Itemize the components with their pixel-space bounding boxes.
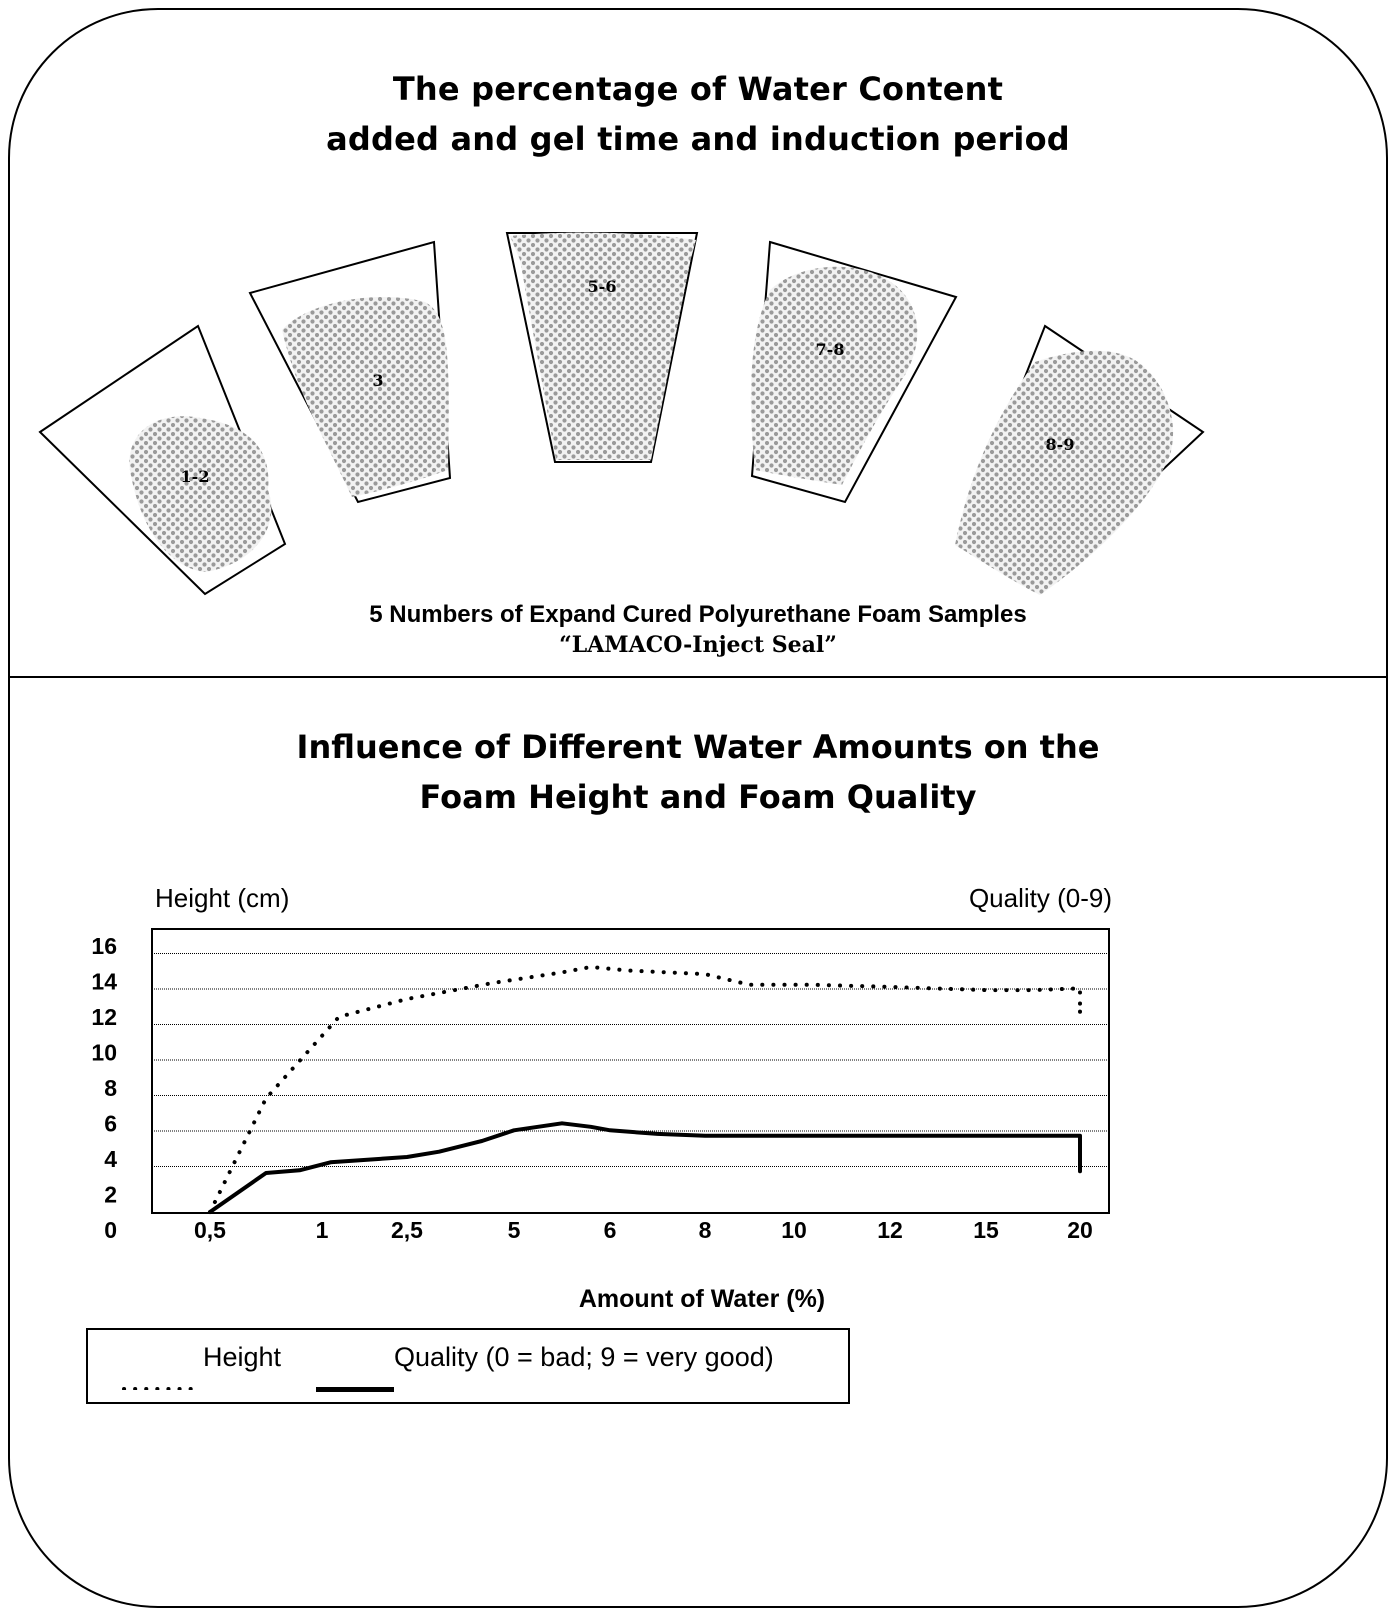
x-tick-label: 1	[316, 1217, 329, 1243]
foam-sample	[282, 297, 449, 497]
y-tick-label: 0	[104, 1217, 117, 1243]
sample-label: 3	[372, 371, 383, 390]
quality-series-line	[208, 1121, 1082, 1214]
chart-title-line1: Influence of Different Water Amounts on …	[296, 728, 1100, 766]
foam-samples-figure: 1-2 3 5-6 7-8 8-9	[38, 232, 1205, 596]
sample-label: 7-8	[816, 340, 845, 359]
samples-title-line2: added and gel time and induction period	[326, 120, 1070, 158]
chart-title-line2: Foam Height and Foam Quality	[419, 778, 977, 816]
y-tick-label: 2	[104, 1182, 117, 1208]
samples-title-line1: The percentage of Water Content	[392, 70, 1004, 108]
height-series-line	[208, 965, 1082, 1214]
y-tick-label: 8	[104, 1075, 117, 1101]
x-tick-label: 15	[973, 1217, 999, 1243]
section-divider	[9, 676, 1387, 678]
sample-label: 1-2	[181, 467, 210, 486]
y-tick-label: 14	[91, 969, 117, 995]
sample-label: 5-6	[588, 277, 617, 296]
legend-height-label: Height	[203, 1342, 282, 1372]
legend-quality-label: Quality (0 = bad; 9 = very good)	[394, 1342, 774, 1372]
legend-quality-swatch	[316, 1387, 394, 1392]
sample-label: 8-9	[1046, 435, 1075, 454]
x-tick-label: 8	[699, 1217, 712, 1243]
x-tick-label: 6	[604, 1217, 617, 1243]
y-tick-label: 12	[91, 1004, 117, 1030]
sample-cup-7-8: 7-8	[750, 240, 958, 504]
samples-caption: 5 Numbers of Expand Cured Polyurethane F…	[0, 600, 1396, 660]
sample-cup-3: 3	[248, 240, 452, 504]
samples-caption-line2: “LAMACO-Inject Seal”	[559, 632, 837, 658]
y-tick-label: 4	[104, 1146, 117, 1172]
legend-height-swatch	[122, 1387, 202, 1390]
samples-caption-line1: 5 Numbers of Expand Cured Polyurethane F…	[369, 601, 1027, 628]
left-axis-title: Height (cm)	[155, 883, 289, 913]
y-tick-label: 6	[104, 1111, 117, 1137]
y-tick-label: 16	[91, 933, 117, 959]
x-tick-label: 2,5	[391, 1217, 423, 1243]
plot-area	[151, 928, 1110, 1214]
series-lines	[208, 965, 1082, 1214]
right-axis-title: Quality (0-9)	[969, 883, 1112, 913]
x-tick-label: 5	[508, 1217, 521, 1243]
sample-cup-1-2: 1-2	[38, 324, 287, 596]
foam-sample	[129, 416, 272, 572]
samples-title: The percentage of Water Content added an…	[0, 64, 1396, 164]
y-tick-label: 10	[91, 1040, 117, 1066]
sample-cup-8-9: 8-9	[955, 324, 1205, 595]
x-axis-ticks: 0,5 1 2,5 5 6 8 10 12 15 20	[194, 1217, 1093, 1243]
x-tick-label: 10	[781, 1217, 807, 1243]
x-tick-label: 20	[1067, 1217, 1093, 1243]
x-axis-title: Amount of Water (%)	[579, 1285, 825, 1313]
y-axis-ticks: 0 2 4 6 8 10 12 14 16	[91, 933, 117, 1243]
chart-title: Influence of Different Water Amounts on …	[0, 722, 1396, 822]
foam-sample	[510, 232, 696, 460]
chart-legend: Height Quality (0 = bad; 9 = very good)	[86, 1328, 850, 1404]
sample-cup-5-6: 5-6	[505, 232, 699, 463]
foam-sample	[955, 350, 1174, 595]
foam-sample	[750, 266, 918, 485]
x-tick-label: 0,5	[194, 1217, 226, 1243]
x-tick-label: 12	[877, 1217, 903, 1243]
